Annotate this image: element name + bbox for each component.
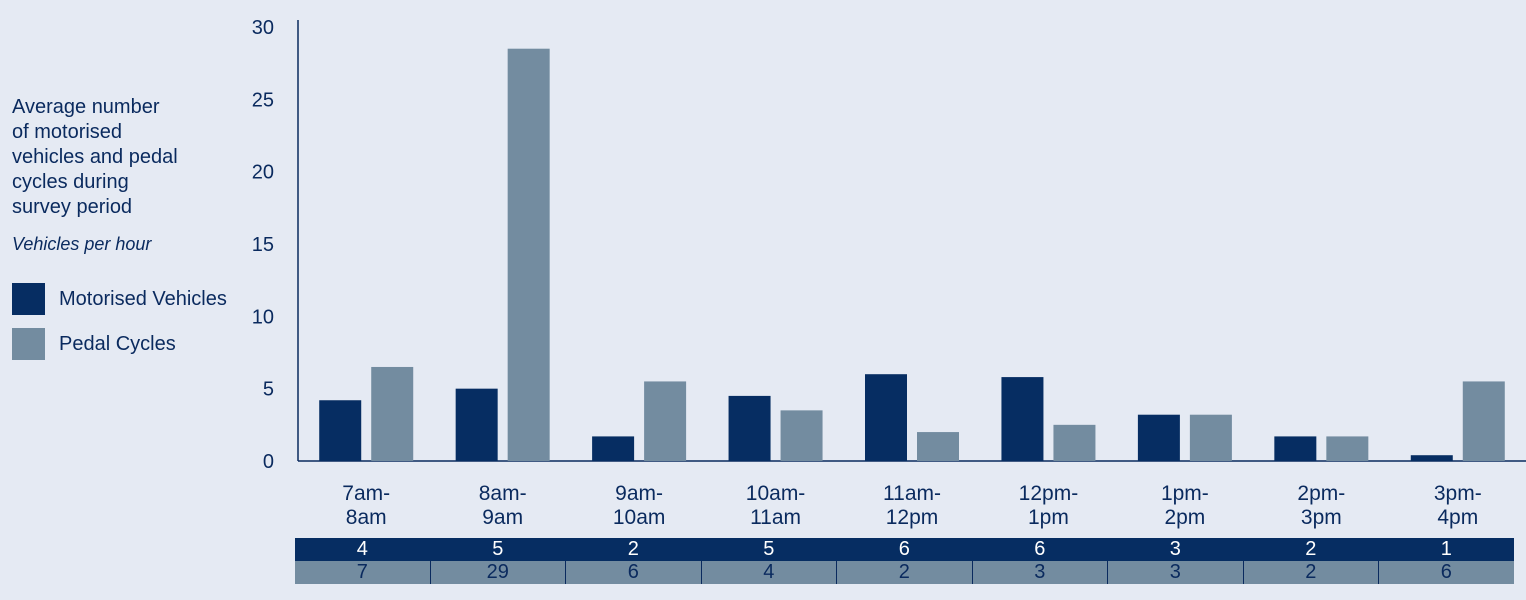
legend-label-motorised: Motorised Vehicles	[59, 287, 227, 310]
bar-pedal	[917, 432, 959, 461]
table-cell-motorised: 4	[295, 538, 430, 561]
y-tick-label: 15	[252, 234, 274, 256]
table-cell-motorised: 6	[971, 538, 1108, 561]
table-cell-motorised: 1	[1378, 538, 1514, 561]
legend: Motorised Vehicles Pedal Cycles	[12, 283, 227, 360]
bar-chart: 0510152025307am-8am8am-9am9am-10am10am-1…	[252, 17, 1526, 529]
bar-pedal	[507, 48, 550, 461]
x-tick-label: 9am-	[615, 482, 663, 505]
legend-swatch-pedal	[12, 328, 45, 360]
y-axis-title: Average number of motorised vehicles and…	[12, 95, 227, 220]
table-cell-motorised: 3	[1107, 538, 1243, 561]
bar-pedal	[371, 366, 414, 461]
x-tick-label: 11am	[750, 506, 801, 529]
bar-motorised	[1137, 414, 1180, 461]
y-axis-unit: Vehicles per hour	[12, 234, 152, 254]
table-cell-pedal: 7	[295, 561, 430, 584]
legend-swatch-motorised	[12, 283, 45, 315]
table-cell-pedal: 4	[700, 561, 837, 584]
x-tick-label: 4pm	[1437, 506, 1478, 529]
legend-item-motorised: Motorised Vehicles	[12, 283, 227, 315]
x-tick-label: 3pm	[1301, 506, 1342, 529]
y-title-line: vehicles and pedal	[12, 146, 178, 168]
bar-pedal	[1189, 414, 1232, 461]
legend-item-pedal: Pedal Cycles	[12, 328, 227, 360]
bar-pedal	[1053, 424, 1096, 461]
table-cell-motorised: 6	[836, 538, 972, 561]
y-tick-label: 0	[263, 451, 274, 473]
table-cell-motorised: 2	[565, 538, 701, 561]
y-title-line: cycles during	[12, 171, 129, 193]
side-panel: Average number of motorised vehicles and…	[12, 95, 227, 373]
bar-pedal	[780, 410, 823, 461]
x-tick-label: 8am	[346, 506, 387, 529]
table-cell-pedal: 3	[1107, 561, 1243, 584]
x-tick-label: 10am-	[746, 482, 806, 505]
table-cell-motorised: 5	[700, 538, 837, 561]
x-tick-label: 7am-	[342, 482, 390, 505]
y-title-line: Average number	[12, 96, 160, 118]
bar-motorised	[592, 436, 635, 461]
y-tick-label: 25	[252, 89, 274, 111]
x-tick-label: 1pm-	[1161, 482, 1209, 505]
table-cell-motorised: 2	[1242, 538, 1379, 561]
bar-motorised	[1001, 377, 1044, 461]
x-tick-label: 11am-	[883, 482, 941, 505]
x-tick-label: 2pm	[1164, 506, 1205, 529]
bar-motorised	[1274, 436, 1317, 461]
table-row-pedal: 7 29 6 4 2 3 3 2 6	[295, 561, 1514, 584]
bar-motorised	[455, 388, 498, 461]
x-tick-label: 9am	[482, 506, 523, 529]
x-tick-label: 8am-	[479, 482, 527, 505]
table-cell-pedal: 6	[565, 561, 701, 584]
y-tick-label: 30	[252, 17, 274, 39]
x-tick-label: 12pm-	[1019, 482, 1079, 505]
table-cell-motorised: 5	[429, 538, 566, 561]
x-tick-label: 1pm	[1028, 506, 1069, 529]
table-cell-pedal: 2	[836, 561, 972, 584]
x-tick-label: 3pm-	[1434, 482, 1482, 505]
bar-pedal	[1462, 381, 1505, 461]
table-cell-pedal: 2	[1242, 561, 1379, 584]
y-tick-label: 5	[263, 379, 274, 401]
table-cell-pedal: 3	[971, 561, 1108, 584]
bar-pedal	[1326, 436, 1369, 461]
bar-motorised	[1410, 455, 1453, 461]
x-tick-label: 12pm	[886, 506, 939, 529]
table-cell-pedal: 6	[1378, 561, 1514, 584]
bar-motorised	[319, 400, 362, 461]
y-title-line: survey period	[12, 196, 133, 218]
legend-label-pedal: Pedal Cycles	[59, 332, 176, 355]
bar-motorised	[728, 395, 771, 461]
y-title-line: of motorised	[12, 121, 123, 143]
y-tick-label: 20	[252, 162, 274, 184]
table-cell-pedal: 29	[429, 561, 566, 584]
y-tick-label: 10	[252, 306, 274, 328]
bar-pedal	[644, 381, 687, 461]
x-tick-label: 10am	[613, 506, 666, 529]
bar-motorised	[865, 374, 907, 461]
x-tick-label: 2pm-	[1297, 482, 1345, 505]
